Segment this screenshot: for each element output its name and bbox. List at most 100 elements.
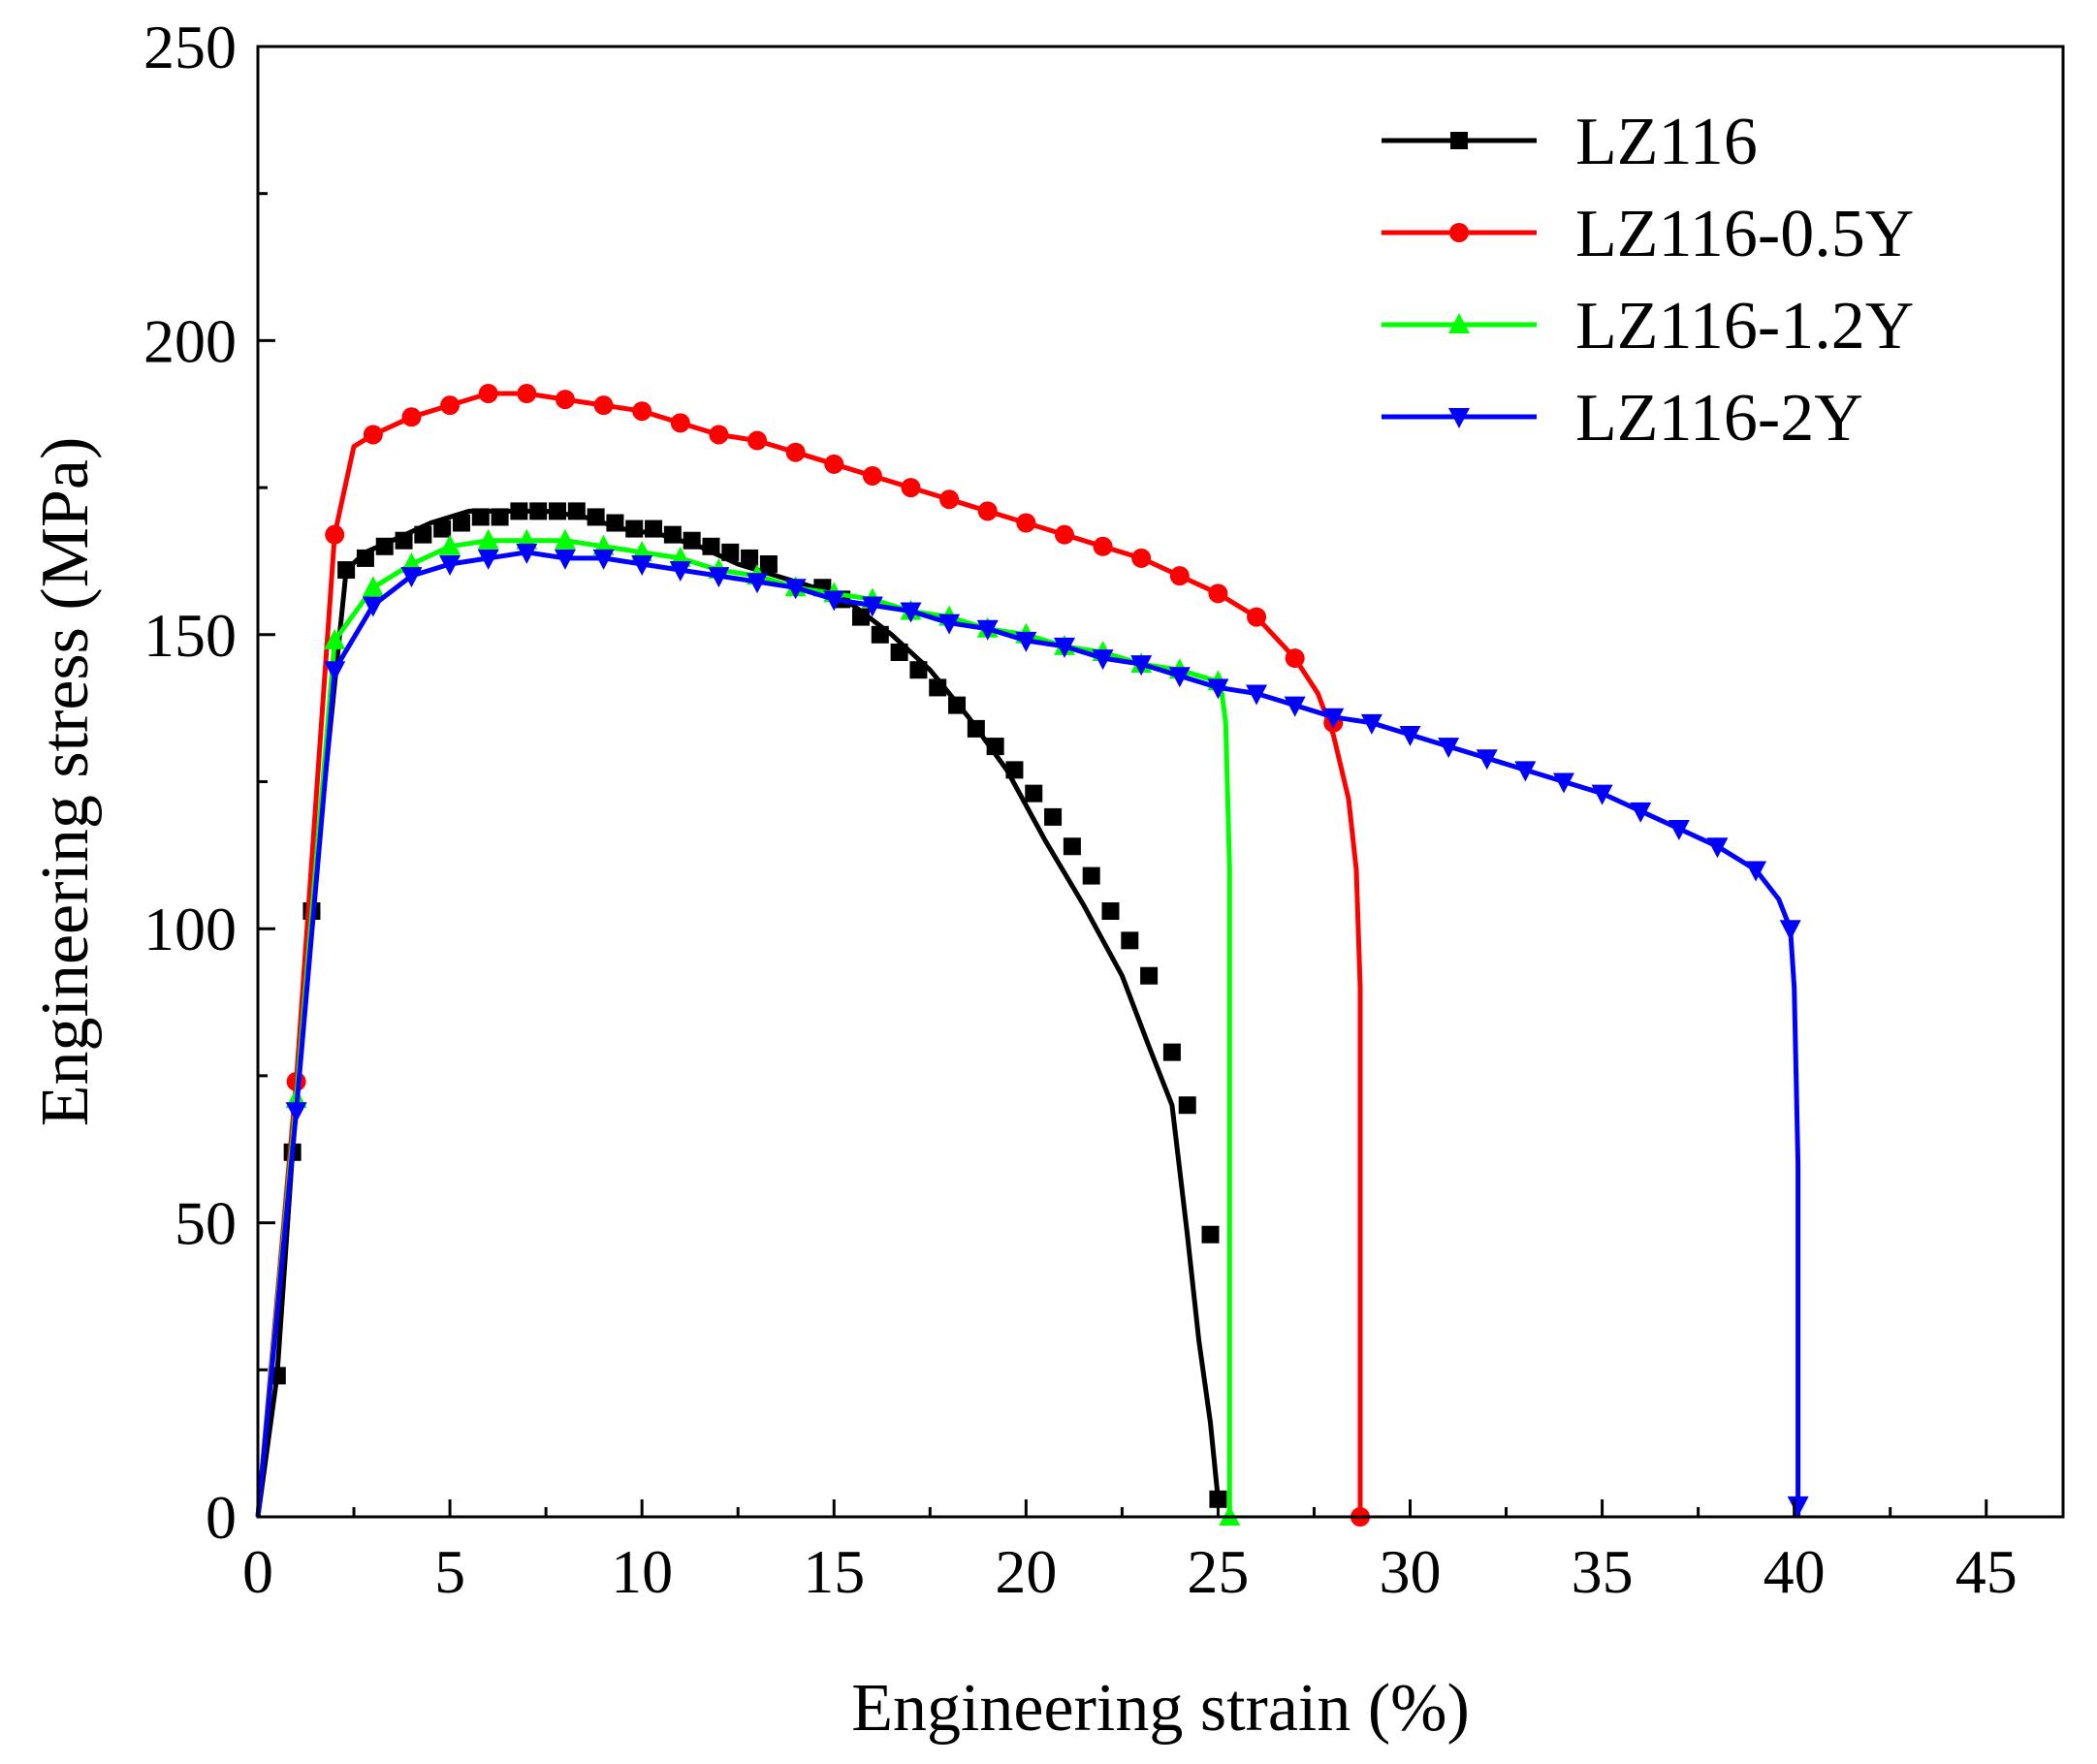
data-point-lz116-2y	[784, 579, 807, 600]
data-point-lz116-2y	[1246, 684, 1268, 706]
data-point-lz116	[1162, 1043, 1181, 1061]
data-point-lz116-1-2y	[554, 528, 576, 550]
series-lz116	[255, 502, 1227, 1518]
data-point-lz116	[1082, 866, 1100, 885]
data-point-lz116-2y	[1476, 749, 1498, 771]
data-point-lz116	[414, 525, 432, 544]
data-point-lz116-2y	[1053, 637, 1075, 658]
legend-label: LZ116-0.5Y	[1575, 197, 1914, 271]
data-point-lz116-1-2y	[362, 576, 384, 597]
data-point-lz116	[395, 531, 413, 550]
data-point-lz116-2y	[747, 573, 769, 594]
data-point-lz116	[645, 520, 663, 538]
x-tick-label: 25	[1187, 1537, 1249, 1606]
data-point-lz116	[759, 554, 778, 573]
data-point-lz116	[1201, 1225, 1220, 1244]
data-point-lz116	[1025, 784, 1043, 803]
data-point-lz116-0-5y	[785, 442, 806, 462]
data-point-lz116-0-5y	[1169, 566, 1190, 586]
data-point-lz116	[721, 543, 740, 561]
data-point-lz116-0-5y	[747, 430, 768, 451]
data-point-lz116-0-5y	[709, 425, 729, 445]
data-point-lz116	[683, 531, 701, 550]
legend: LZ116 LZ116-0.5Y LZ116-1.2Y LZ116-2Y	[1382, 105, 1914, 456]
data-point-lz116-2y	[1706, 837, 1729, 859]
data-point-lz116-1-2y	[477, 528, 499, 550]
data-point-lz116	[909, 661, 928, 679]
data-point-lz116	[510, 502, 528, 520]
data-point-lz116	[1044, 807, 1063, 826]
data-point-lz116-0-5y	[517, 384, 537, 404]
data-point-lz116	[929, 678, 947, 697]
data-point-lz116	[986, 738, 1004, 756]
x-tick-label: 10	[611, 1537, 673, 1606]
x-tick-label: 40	[1763, 1537, 1826, 1606]
data-point-lz116-2y	[669, 561, 691, 583]
data-point-lz116-0-5y	[632, 401, 652, 422]
data-point-lz116-0-5y	[901, 478, 921, 498]
data-point-lz116-2y	[1438, 738, 1460, 759]
data-point-lz116	[1063, 837, 1081, 856]
data-point-lz116-0-5y	[1093, 536, 1113, 556]
data-point-lz116-2y	[477, 549, 499, 570]
data-point-lz116	[471, 508, 490, 526]
data-point-lz116-2y	[1591, 784, 1613, 805]
legend-marker-lz116-1-2y	[1448, 313, 1470, 333]
data-point-lz116-2y	[439, 554, 461, 576]
data-point-lz116	[741, 549, 759, 567]
data-point-lz116-0-5y	[1054, 524, 1074, 545]
legend-label: LZ116-1.2Y	[1575, 289, 1914, 363]
legend-item-lz116-2y: LZ116-2Y	[1382, 381, 1863, 456]
y-axis-title: Engineering stress (MPa)	[28, 437, 103, 1127]
data-point-lz116-0-5y	[862, 465, 882, 486]
data-point-lz116	[337, 561, 356, 580]
y-tick-label: 100	[143, 895, 237, 963]
data-point-lz116	[967, 719, 985, 738]
legend-label: LZ116	[1575, 105, 1758, 179]
data-point-lz116-0-5y	[1247, 607, 1267, 627]
data-point-lz116	[1121, 931, 1139, 950]
data-point-lz116-2y	[1552, 772, 1574, 794]
data-point-lz116-2y	[285, 1102, 307, 1123]
legend-label: LZ116-2Y	[1575, 381, 1863, 456]
series-layer	[255, 384, 1809, 1527]
data-point-lz116-2y	[1630, 802, 1652, 823]
data-point-lz116	[433, 520, 452, 538]
x-tick-label: 45	[1955, 1537, 2018, 1606]
data-point-lz116-2y	[823, 590, 845, 612]
y-tick-label: 250	[143, 13, 237, 81]
data-point-lz116-0-5y	[1285, 648, 1305, 669]
data-point-lz116-2y	[1284, 696, 1306, 717]
data-point-lz116	[948, 696, 967, 714]
data-point-lz116-0-5y	[440, 395, 461, 416]
data-point-lz116-2y	[362, 596, 384, 617]
data-point-lz116-0-5y	[1016, 513, 1036, 533]
data-point-lz116-0-5y	[939, 489, 960, 510]
data-point-lz116	[702, 537, 720, 555]
x-tick-label: 30	[1380, 1537, 1442, 1606]
data-point-lz116-2y	[976, 619, 999, 641]
data-point-lz116	[890, 644, 908, 662]
legend-marker-lz116	[1450, 132, 1468, 149]
legend-item-lz116: LZ116	[1382, 105, 1758, 179]
data-point-lz116-1-2y	[324, 628, 346, 649]
data-point-lz116-0-5y	[1208, 583, 1228, 604]
data-point-lz116-2y	[1360, 713, 1382, 735]
data-point-lz116-0-5y	[1131, 548, 1152, 568]
x-tick-label: 0	[242, 1537, 273, 1606]
x-axis-title: Engineering strain (%)	[851, 1671, 1470, 1746]
data-point-lz116-2y	[1779, 920, 1801, 941]
data-point-lz116-0-5y	[977, 501, 998, 521]
data-point-lz116	[1101, 901, 1120, 920]
data-point-lz116-2y	[400, 567, 423, 588]
data-point-lz116-0-5y	[325, 524, 345, 545]
data-point-lz116-2y	[516, 543, 538, 564]
data-point-lz116-2y	[1207, 678, 1229, 700]
data-point-lz116-2y	[1668, 820, 1690, 841]
data-point-lz116-2y	[631, 554, 653, 576]
data-point-lz116-0-5y	[593, 395, 614, 416]
data-point-lz116	[1209, 1490, 1227, 1508]
legend-item-lz116-0-5y: LZ116-0.5Y	[1382, 197, 1914, 271]
data-point-lz116	[452, 514, 470, 532]
